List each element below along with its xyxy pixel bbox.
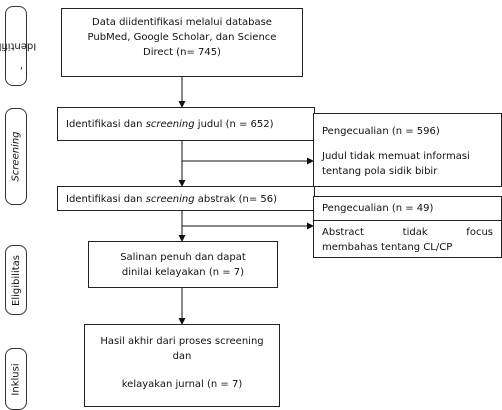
stage-included-label: Inklusi [10,362,22,396]
included-line-1: Hasil akhir dari proses screening dan [100,336,264,362]
box-eligible: Salinan penuh dan dapat dinilai kelayaka… [88,241,278,288]
exclusion-1-title: Pengecualian (n = 596) [322,126,440,137]
exclusion-2-title: Pengecualian (n = 49) [322,203,434,214]
box-title-screening: Identifikasi dan screening judul (n = 65… [57,107,315,141]
exclusion-1-reason: Judul tidak memuat informasi tentang pol… [322,151,470,177]
stage-identification-label: Identifikas [0,40,37,52]
box-records-identified: Data diidentifikasi melalui database Pub… [61,8,303,77]
stage-eligibility: Eligibilitas [5,245,27,315]
included-line-2: kelayakan jurnal (n = 7) [121,379,243,390]
stage-eligibility-label: Eligibilitas [10,254,22,306]
stage-screening-label: Screening [10,131,22,182]
box-exclusion-1: Pengecualian (n = 596) Judul tidak memua… [313,113,502,187]
stage-identification: Identifikas, [0,6,36,86]
stage-included: Inklusi [5,348,27,410]
stage-screening: Screening [5,108,27,205]
exclusion-2-reason-line2: membahas tentang CL/CP [322,242,453,253]
box-exclusion-2: Pengecualian (n = 49) Abstract tidak foc… [313,196,502,258]
box-included: Hasil akhir dari proses screening dan ke… [84,324,280,407]
exclusion-2-reason-line1: Abstract tidak focus [322,227,493,238]
box-abstract-screening: Identifikasi dan screening abstrak (n= 5… [57,186,315,211]
